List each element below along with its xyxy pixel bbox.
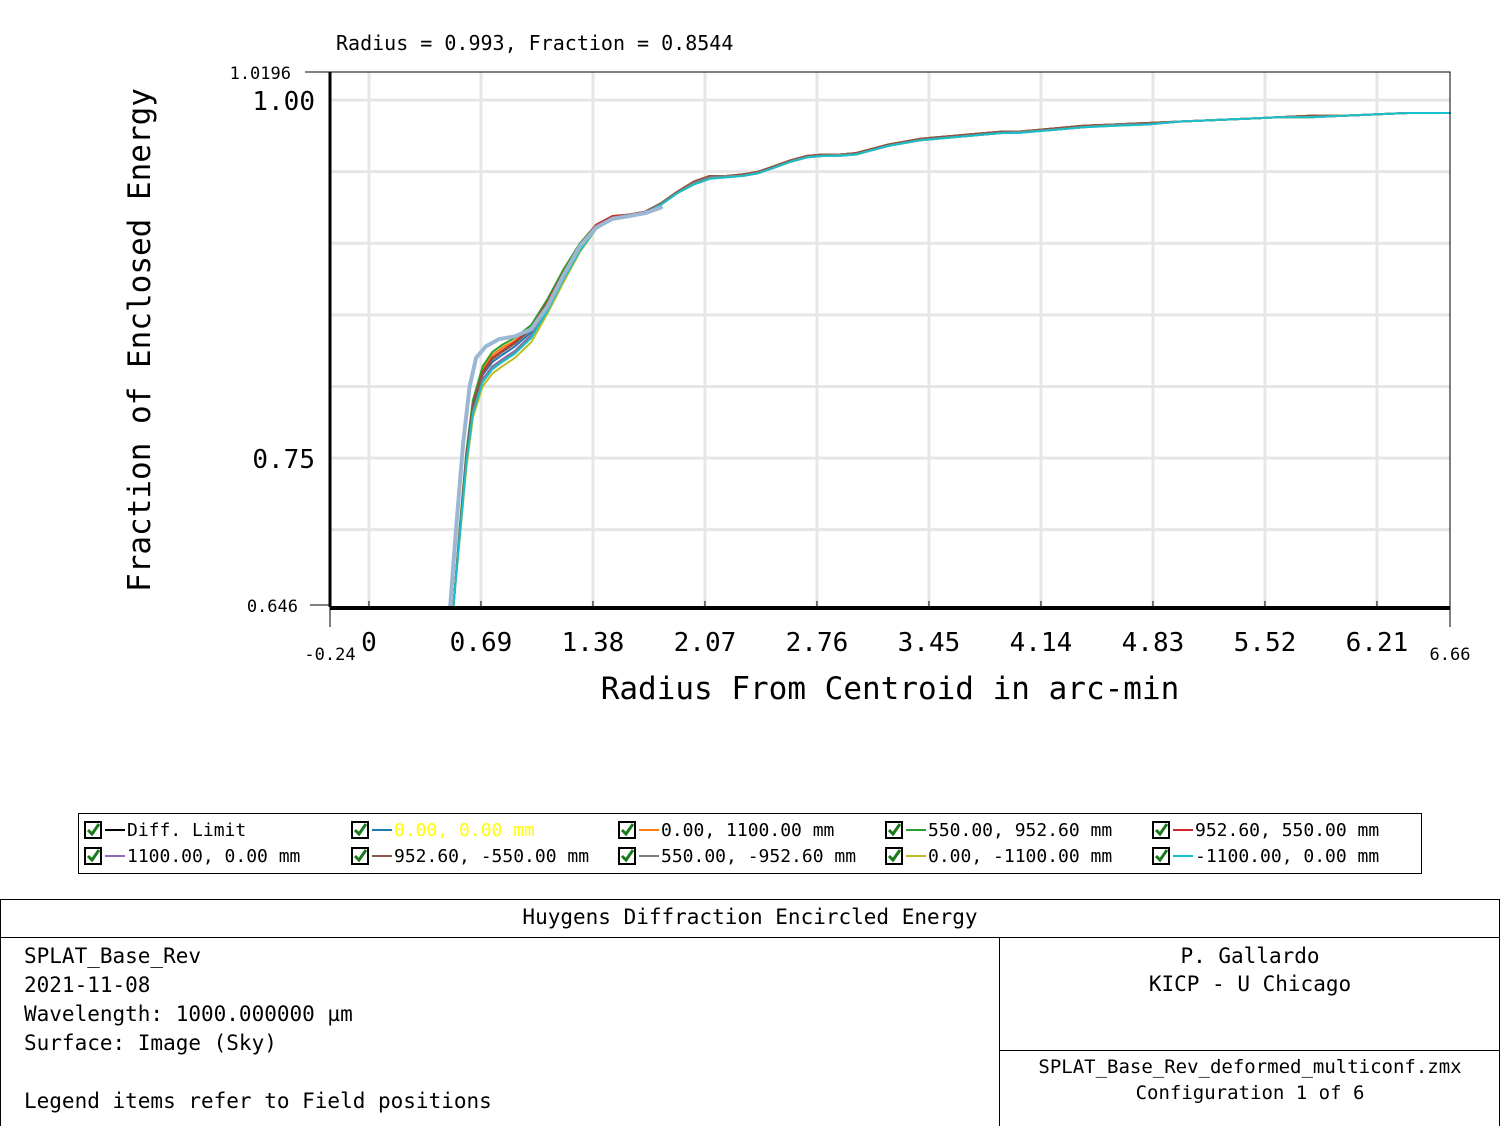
x-tick-label: 0.69 — [450, 628, 513, 658]
legend-swatch — [906, 829, 926, 831]
x-axis-title: Radius From Centroid in arc-min — [601, 671, 1180, 707]
y-tick-label: 1.00 — [252, 87, 315, 117]
x-tick-label: 2.76 — [786, 628, 849, 658]
series-line — [448, 205, 664, 609]
y-tick-label: 0.75 — [252, 445, 315, 475]
legend-label: 0.00, -1100.00 mm — [928, 845, 1113, 867]
y-max-label: 1.0196 — [230, 64, 291, 84]
footer-line-date: 2021-11-08 — [24, 973, 151, 997]
x-tick-label: 3.45 — [898, 628, 961, 658]
footer-author-block: P. Gallardo KICP - U Chicago — [1000, 942, 1500, 998]
legend-label: -1100.00, 0.00 mm — [1195, 845, 1380, 867]
x-tick-label: 4.83 — [1122, 628, 1185, 658]
legend-item[interactable]: 952.60, 550.00 mm — [1152, 819, 1379, 841]
x-tick-label: 5.52 — [1234, 628, 1297, 658]
footer-author: P. Gallardo — [1180, 944, 1320, 968]
footer-file-name: SPLAT_Base_Rev_deformed_multiconf.zmx — [1038, 1056, 1462, 1078]
series-line — [452, 112, 1451, 608]
legend-label: Diff. Limit — [127, 819, 247, 841]
series-line — [452, 112, 1451, 608]
legend-label: 952.60, 550.00 mm — [1195, 819, 1380, 841]
legend-swatch — [639, 855, 659, 857]
footer-file-block: SPLAT_Base_Rev_deformed_multiconf.zmx Co… — [1000, 1054, 1500, 1106]
legend-label: 550.00, 952.60 mm — [928, 819, 1113, 841]
chart-series — [448, 112, 1451, 609]
x-tick-label: 2.07 — [674, 628, 737, 658]
legend-swatch — [639, 829, 659, 831]
legend-item[interactable]: 0.00, 0.00 mm — [351, 819, 535, 841]
x-tick-label: 1.38 — [562, 628, 625, 658]
footer-line-wavelength: Wavelength: 1000.000000 µm — [24, 1002, 353, 1026]
legend-label: 952.60, -550.00 mm — [394, 845, 590, 867]
footer-line-legend-note: Legend items refer to Field positions — [24, 1089, 492, 1113]
legend-swatch — [372, 829, 392, 831]
legend-checkbox-icon[interactable] — [84, 821, 102, 839]
legend-checkbox-icon[interactable] — [1152, 821, 1170, 839]
series-line — [452, 112, 1451, 608]
footer-configuration: Configuration 1 of 6 — [1135, 1082, 1365, 1104]
legend-item[interactable]: Diff. Limit — [84, 819, 246, 841]
series-line — [452, 112, 1451, 608]
footer-details: SPLAT_Base_Rev 2021-11-08 Wavelength: 10… — [24, 942, 492, 1116]
y-axis-title: Fraction of Enclosed Energy — [122, 88, 158, 592]
series-line — [452, 112, 1451, 608]
legend-swatch — [906, 855, 926, 857]
legend-label: 0.00, 1100.00 mm — [661, 819, 835, 841]
legend-swatch — [372, 855, 392, 857]
footer-line-surface: Surface: Image (Sky) — [24, 1031, 277, 1055]
legend-item[interactable]: 0.00, -1100.00 mm — [885, 845, 1112, 867]
legend-label: 0.00, 0.00 mm — [394, 819, 535, 841]
info-footer: Huygens Diffraction Encircled Energy SPL… — [0, 899, 1500, 1126]
legend-checkbox-icon[interactable] — [1152, 847, 1170, 865]
series-line — [452, 112, 1451, 608]
series-line — [452, 112, 1451, 608]
x-tick-label: 0 — [361, 628, 377, 658]
x-tick-label: 4.14 — [1010, 628, 1073, 658]
legend-checkbox-icon[interactable] — [618, 847, 636, 865]
series-line — [452, 112, 1451, 608]
y-min-label: 0.646 — [247, 597, 298, 617]
legend-swatch — [105, 855, 125, 857]
chart-labels: 0 0.69 1.38 2.07 2.76 3.45 4.14 4.83 5.52 6.21 -0.… — [122, 31, 1470, 707]
chart-title: Radius = 0.993, Fraction = 0.8544 — [336, 31, 733, 55]
legend-item[interactable]: 550.00, 952.60 mm — [885, 819, 1112, 841]
legend-item[interactable]: 0.00, 1100.00 mm — [618, 819, 834, 841]
footer-line-blank — [24, 1058, 492, 1087]
x-min-label: -0.24 — [304, 645, 355, 665]
legend-item[interactable]: 550.00, -952.60 mm — [618, 845, 856, 867]
legend-checkbox-icon[interactable] — [885, 821, 903, 839]
legend-checkbox-icon[interactable] — [84, 847, 102, 865]
chart-legend: Diff. Limit 0.00, 0.00 mm 0.00, 1100.00 mm… — [78, 813, 1422, 874]
legend-label: 1100.00, 0.00 mm — [127, 845, 301, 867]
legend-checkbox-icon[interactable] — [618, 821, 636, 839]
legend-swatch — [105, 829, 125, 831]
x-max-label: 6.66 — [1430, 645, 1471, 665]
legend-checkbox-icon[interactable] — [885, 847, 903, 865]
footer-line-project: SPLAT_Base_Rev — [24, 944, 202, 968]
legend-checkbox-icon[interactable] — [351, 847, 369, 865]
x-tick-label: 6.21 — [1346, 628, 1409, 658]
series-line — [452, 112, 1451, 608]
chart-axes — [305, 71, 1451, 627]
footer-title: Huygens Diffraction Encircled Energy — [0, 900, 1500, 938]
legend-swatch — [1173, 829, 1193, 831]
legend-label: 550.00, -952.60 mm — [661, 845, 857, 867]
chart-grid — [330, 72, 1450, 607]
legend-item[interactable]: 952.60, -550.00 mm — [351, 845, 589, 867]
legend-item[interactable]: -1100.00, 0.00 mm — [1152, 845, 1379, 867]
legend-checkbox-icon[interactable] — [351, 821, 369, 839]
encircled-energy-chart: 0 0.69 1.38 2.07 2.76 3.45 4.14 4.83 5.52 6.21 -0.… — [122, 31, 1470, 707]
legend-swatch — [1173, 855, 1193, 857]
footer-institution: KICP - U Chicago — [1148, 972, 1352, 996]
legend-item[interactable]: 1100.00, 0.00 mm — [84, 845, 300, 867]
